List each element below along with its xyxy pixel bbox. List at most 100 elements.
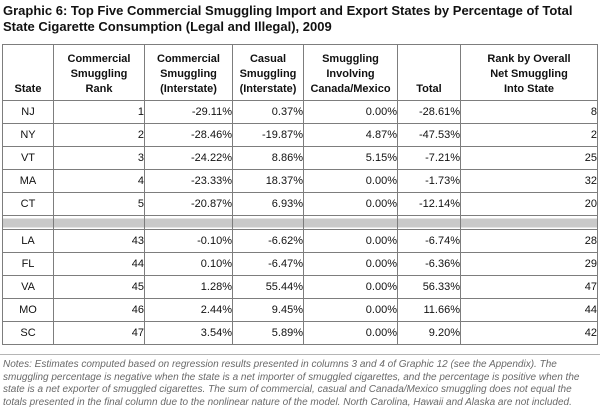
cell-casual-pct: 18.37% [232,169,304,193]
separator-cell [232,215,304,230]
cell-canada-mexico-pct: 4.87% [303,123,398,147]
cell-overall-rank: 25 [460,146,598,170]
cell-overall-rank: 8 [460,100,598,124]
cell-total-pct: 11.66% [397,298,461,322]
row-vt: VT 3 -24.22% 8.86% 5.15% -7.21% 25 [2,146,598,170]
cell-state: VT [2,146,54,170]
row-ny: NY 2 -28.46% -19.87% 4.87% -47.53% 2 [2,123,598,147]
notes-divider [0,354,600,355]
cell-overall-rank: 32 [460,169,598,193]
cell-commercial-pct: 3.54% [144,321,233,345]
table-header: State Commercial Smuggling Rank Commerci… [2,44,598,101]
cell-commercial-rank: 47 [53,321,145,345]
cell-canada-mexico-pct: 0.00% [303,298,398,322]
cell-state: NY [2,123,54,147]
cell-canada-mexico-pct: 0.00% [303,275,398,299]
cell-canada-mexico-pct: 0.00% [303,321,398,345]
cell-canada-mexico-pct: 0.00% [303,169,398,193]
cell-canada-mexico-pct: 0.00% [303,252,398,276]
cell-canada-mexico-pct: 0.00% [303,229,398,253]
cell-total-pct: 9.20% [397,321,461,345]
cell-commercial-rank: 46 [53,298,145,322]
cell-commercial-pct: 1.28% [144,275,233,299]
cell-state: NJ [2,100,54,124]
row-mo: MO 46 2.44% 9.45% 0.00% 11.66% 44 [2,298,598,322]
cell-casual-pct: -19.87% [232,123,304,147]
cell-commercial-pct: 2.44% [144,298,233,322]
cell-commercial-rank: 3 [53,146,145,170]
cell-state: MO [2,298,54,322]
cell-commercial-pct: -20.87% [144,192,233,216]
cell-commercial-pct: 0.10% [144,252,233,276]
cell-canada-mexico-pct: 5.15% [303,146,398,170]
col-header-overall-rank: Rank by Overall Net Smuggling Into State [460,44,598,101]
cell-total-pct: -47.53% [397,123,461,147]
row-la: LA 43 -0.10% -6.62% 0.00% -6.74% 28 [2,229,598,253]
cell-overall-rank: 44 [460,298,598,322]
cell-commercial-pct: -0.10% [144,229,233,253]
notes-text: Notes: Estimates computed based on regre… [3,359,580,409]
col-header-state: State [2,44,54,101]
row-nj: NJ 1 -29.11% 0.37% 0.00% -28.61% 8 [2,100,598,124]
cell-state: VA [2,275,54,299]
cell-commercial-pct: -23.33% [144,169,233,193]
col-header-commercial-interstate: Commercial Smuggling (Interstate) [144,44,233,101]
col-header-casual-interstate: Casual Smuggling (Interstate) [232,44,304,101]
cell-commercial-pct: -24.22% [144,146,233,170]
row-ct: CT 5 -20.87% 6.93% 0.00% -12.14% 20 [2,192,598,216]
cell-casual-pct: 0.37% [232,100,304,124]
separator-row [2,215,598,230]
graphic-title: Graphic 6: Top Five Commercial Smuggling… [3,3,573,34]
cell-casual-pct: 5.89% [232,321,304,345]
col-header-commercial-rank: Commercial Smuggling Rank [53,44,145,101]
separator-cell [303,215,398,230]
cell-casual-pct: 6.93% [232,192,304,216]
cell-total-pct: -6.36% [397,252,461,276]
cell-state: FL [2,252,54,276]
cell-canada-mexico-pct: 0.00% [303,192,398,216]
cell-canada-mexico-pct: 0.00% [303,100,398,124]
header-row: State Commercial Smuggling Rank Commerci… [2,44,598,101]
cell-commercial-rank: 45 [53,275,145,299]
separator-cell [397,215,461,230]
cell-commercial-rank: 2 [53,123,145,147]
cell-casual-pct: 8.86% [232,146,304,170]
cell-total-pct: -7.21% [397,146,461,170]
cell-total-pct: 56.33% [397,275,461,299]
cell-commercial-rank: 4 [53,169,145,193]
separator-cell [53,215,145,230]
cell-commercial-pct: -29.11% [144,100,233,124]
cell-state: LA [2,229,54,253]
cell-overall-rank: 29 [460,252,598,276]
cell-state: SC [2,321,54,345]
row-fl: FL 44 0.10% -6.47% 0.00% -6.36% 29 [2,252,598,276]
col-header-total: Total [397,44,461,101]
cell-total-pct: -12.14% [397,192,461,216]
cell-casual-pct: 9.45% [232,298,304,322]
cell-commercial-rank: 44 [53,252,145,276]
cell-total-pct: -1.73% [397,169,461,193]
cell-overall-rank: 42 [460,321,598,345]
row-va: VA 45 1.28% 55.44% 0.00% 56.33% 47 [2,275,598,299]
cell-casual-pct: -6.62% [232,229,304,253]
table-body: NJ 1 -29.11% 0.37% 0.00% -28.61% 8 NY 2 … [2,100,598,345]
smuggling-table: State Commercial Smuggling Rank Commerci… [2,44,598,345]
separator-cell [460,215,598,230]
cell-overall-rank: 20 [460,192,598,216]
cell-overall-rank: 2 [460,123,598,147]
separator-cell [144,215,233,230]
cell-casual-pct: 55.44% [232,275,304,299]
cell-overall-rank: 47 [460,275,598,299]
row-ma: MA 4 -23.33% 18.37% 0.00% -1.73% 32 [2,169,598,193]
col-header-canada-mexico: Smuggling Involving Canada/Mexico [303,44,398,101]
cell-casual-pct: -6.47% [232,252,304,276]
separator-cell [2,215,54,230]
cell-total-pct: -6.74% [397,229,461,253]
cell-commercial-rank: 5 [53,192,145,216]
cell-state: MA [2,169,54,193]
cell-state: CT [2,192,54,216]
cell-overall-rank: 28 [460,229,598,253]
row-sc: SC 47 3.54% 5.89% 0.00% 9.20% 42 [2,321,598,345]
cell-commercial-pct: -28.46% [144,123,233,147]
